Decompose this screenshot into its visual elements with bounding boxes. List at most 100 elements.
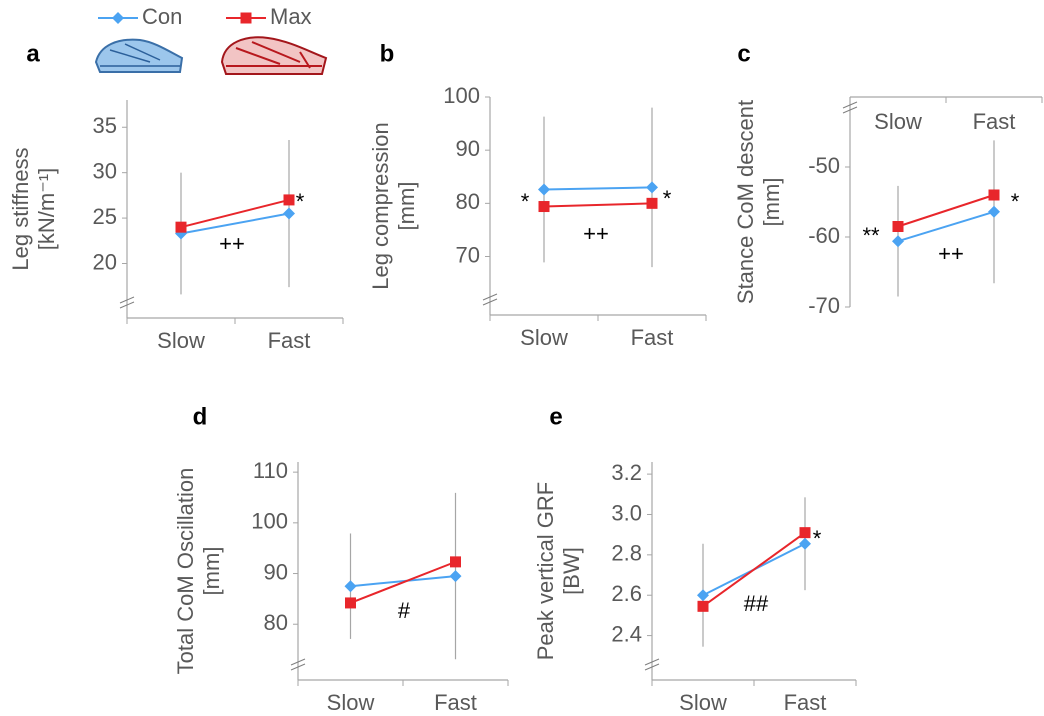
y-axis-label-line: [mm] [759,178,784,227]
annotation: * [663,186,672,211]
axis-break [842,101,858,114]
marker-square [345,597,356,609]
marker-diamond [646,181,658,194]
marker-diamond [112,12,124,24]
y-axis-label-line: Total CoM Oscillation [173,468,198,675]
axis-break [119,296,135,309]
y-tick-label: 2.4 [611,621,642,646]
y-tick-label: 3.0 [611,500,642,525]
y-tick-label: 100 [443,83,480,108]
annotation: * [813,526,822,551]
y-tick-label: 80 [456,189,480,214]
marker-diamond [449,570,462,583]
panel-label: d [193,403,208,430]
legend-label: Max [270,4,312,29]
marker-diamond [283,207,295,220]
annotation: ## [744,591,769,616]
marker-diamond [538,183,550,196]
y-axis-label-line: [mm] [199,547,224,596]
annotation: ++ [938,241,964,266]
marker-square [240,12,252,24]
y-tick-label: 90 [264,559,288,584]
panel-label: e [549,403,562,430]
y-tick-label: 2.6 [611,581,642,606]
series-line [702,531,806,608]
y-tick-label: -70 [808,293,840,318]
marker-square [697,600,709,612]
legend-item: Con [98,4,182,29]
shoe-con [94,38,184,73]
axis-break [644,658,660,671]
y-axis-label: Leg compression[mm] [368,122,419,290]
axis-break [482,293,498,306]
marker-square [799,527,811,539]
x-tick-label: Slow [679,690,727,715]
y-tick-label: 2.8 [611,541,642,566]
x-tick-label: Slow [327,690,375,715]
y-tick-label: 110 [253,458,288,483]
x-tick-label: Slow [874,109,922,134]
x-tick-label: Fast [268,328,311,353]
marker-square [175,221,187,233]
y-tick-label: -50 [808,153,840,178]
annotation: ** [862,223,880,248]
series-line [543,202,653,208]
panel-label: a [26,40,40,67]
marker-square [646,197,658,209]
panel-label: c [737,40,750,67]
shoe-max [220,36,328,75]
panel: c Stance CoM descent[mm] -70 -60 -50 Slow Fast… [733,40,1043,318]
annotation: ++ [219,231,245,256]
panel: a Leg stiffness[kN/m⁻¹] 20 25 30 35 Slow Fast * +… [8,4,344,353]
y-axis-label: Leg stiffness[kN/m⁻¹] [8,147,59,270]
y-tick-label: 3.2 [611,460,642,485]
annotation: * [296,189,305,214]
series-line [180,198,290,229]
y-axis-label-line: [mm] [394,182,419,231]
y-axis-label-line: [BW] [559,547,584,595]
y-axis-label-line: [kN/m⁻¹] [34,168,59,251]
x-tick-label: Fast [631,325,674,350]
marker-square [450,556,461,568]
y-axis-label: Stance CoM descent[mm] [733,100,784,304]
x-tick-label: Fast [784,690,827,715]
y-tick-label: 25 [93,204,117,229]
marker-diamond [892,235,904,248]
marker-diamond [697,589,709,602]
x-tick-label: Fast [434,690,477,715]
x-tick-label: Slow [520,325,568,350]
marker-diamond [988,205,1000,218]
y-axis-label-line: Leg stiffness [8,147,33,270]
panel-label: b [380,40,395,67]
y-axis-label-line: Peak vertical GRF [533,482,558,661]
annotation: # [398,598,411,623]
series-line [180,212,290,235]
panel: e Peak vertical GRF[BW] 2.4 2.6 2.8 3.0 3.2 Slo… [533,403,857,715]
x-tick-label: Slow [157,328,205,353]
y-axis-label-line: Stance CoM descent [733,100,758,304]
marker-diamond [344,580,357,593]
annotation: ++ [583,221,609,246]
y-tick-label: -60 [808,223,840,248]
y-tick-label: 90 [456,136,480,161]
y-axis-label-line: Leg compression [368,122,393,290]
marker-diamond [799,537,811,550]
panel: d Total CoM Oscillation[mm] 80 90 100 110 Slow… [173,403,509,715]
legend-label: Con [142,4,182,29]
marker-square [283,194,295,206]
marker-square [892,221,904,232]
y-axis-label: Peak vertical GRF[BW] [533,482,584,661]
series-line [897,194,995,228]
x-tick-label: Fast [973,109,1016,134]
axis-break [290,658,306,671]
series-line [350,575,456,588]
y-tick-label: 35 [93,113,117,138]
series-line [543,186,653,191]
y-tick-label: 30 [93,158,117,183]
annotation: * [1011,189,1020,214]
y-tick-label: 80 [264,610,288,635]
panel: b Leg compression[mm] 70 80 90 100 Slow Fast * * +… [368,40,707,350]
y-axis-label: Total CoM Oscillation[mm] [173,468,224,675]
